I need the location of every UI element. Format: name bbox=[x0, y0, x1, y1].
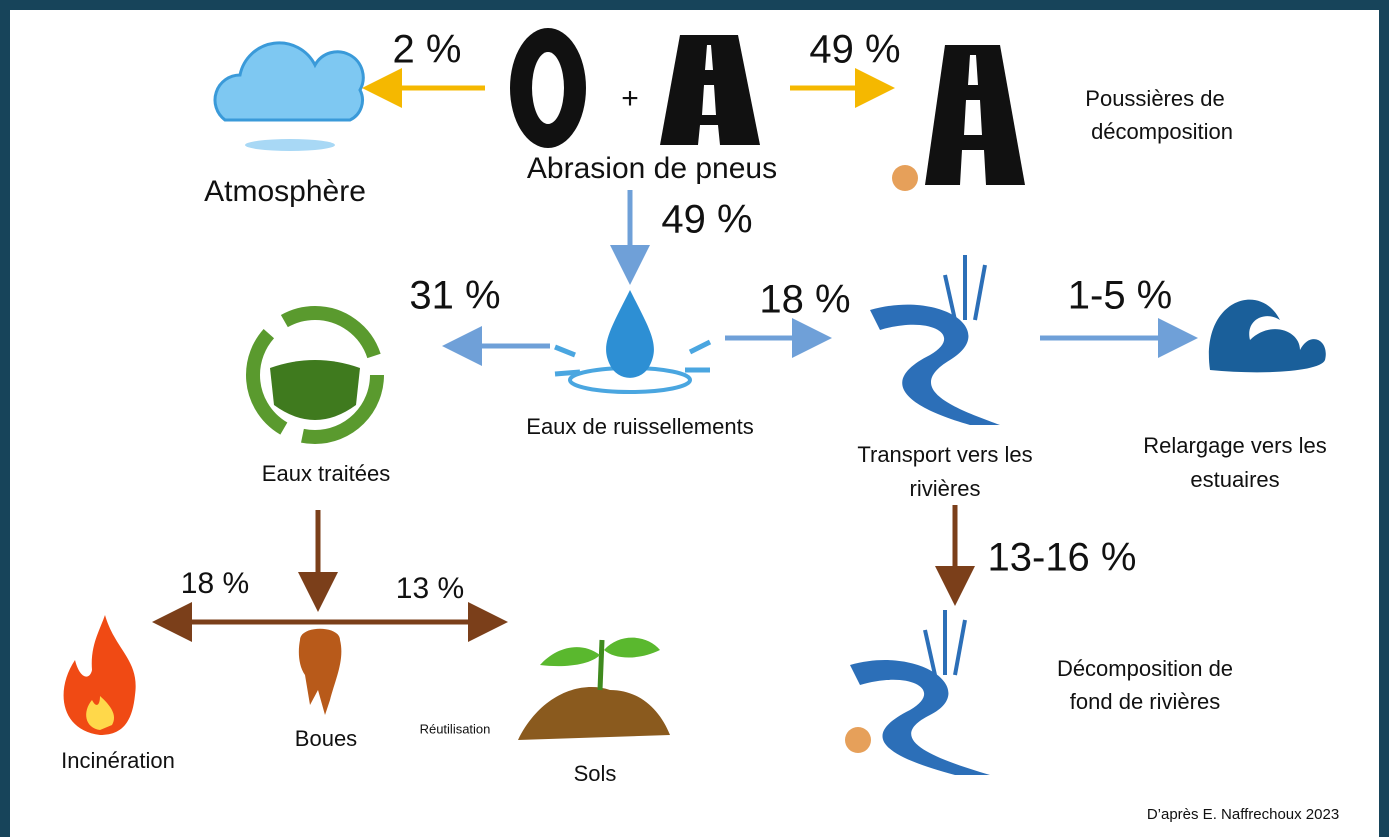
node-label: Sols bbox=[574, 761, 617, 786]
mud-icon bbox=[298, 628, 342, 715]
road-icon bbox=[660, 35, 760, 145]
flow-label: 18 % bbox=[181, 567, 249, 600]
plus: + bbox=[621, 82, 639, 115]
node-label: Décomposition de bbox=[1057, 656, 1233, 681]
canvas bbox=[10, 10, 1379, 837]
node-label: Atmosphère bbox=[204, 175, 366, 208]
node-label: estuaires bbox=[1190, 467, 1279, 492]
node-label: Incinération bbox=[61, 748, 175, 773]
node-label: décomposition bbox=[1091, 119, 1233, 144]
node-label: Poussières de bbox=[1085, 86, 1224, 111]
flow-label: 49 % bbox=[661, 198, 752, 242]
fire-icon bbox=[63, 615, 136, 735]
cloud-icon bbox=[213, 41, 365, 151]
drop-icon bbox=[554, 290, 712, 394]
reuse-label: Réutilisation bbox=[420, 721, 491, 736]
wave-icon bbox=[1208, 299, 1326, 373]
flow-label: 31 % bbox=[409, 274, 500, 318]
road-icon-2 bbox=[892, 45, 1025, 191]
river-icon-2 bbox=[845, 610, 990, 775]
soil-icon bbox=[518, 637, 670, 740]
node-label: rivières bbox=[910, 476, 981, 501]
flow-label: 13-16 % bbox=[988, 536, 1137, 580]
flow-label: 13 % bbox=[396, 572, 464, 605]
node-label: fond de rivières bbox=[1070, 689, 1220, 714]
flow-label: 49 % bbox=[809, 28, 900, 72]
node-label: Boues bbox=[295, 726, 357, 751]
node-label: Eaux de ruissellements bbox=[526, 414, 753, 439]
flow-label: 2 % bbox=[393, 28, 462, 72]
river-icon bbox=[870, 255, 1000, 425]
credit: D’après E. Naffrechoux 2023 bbox=[1147, 806, 1339, 823]
node-label: Relargage vers les bbox=[1143, 433, 1326, 458]
flow-label: 1-5 % bbox=[1068, 274, 1173, 318]
flow-label: 18 % bbox=[759, 278, 850, 322]
recycle-icon bbox=[246, 306, 384, 444]
tire-icon bbox=[510, 28, 586, 148]
node-label: Abrasion de pneus bbox=[527, 152, 777, 185]
node-label: Eaux traitées bbox=[262, 461, 390, 486]
node-label: Transport vers les bbox=[857, 442, 1032, 467]
